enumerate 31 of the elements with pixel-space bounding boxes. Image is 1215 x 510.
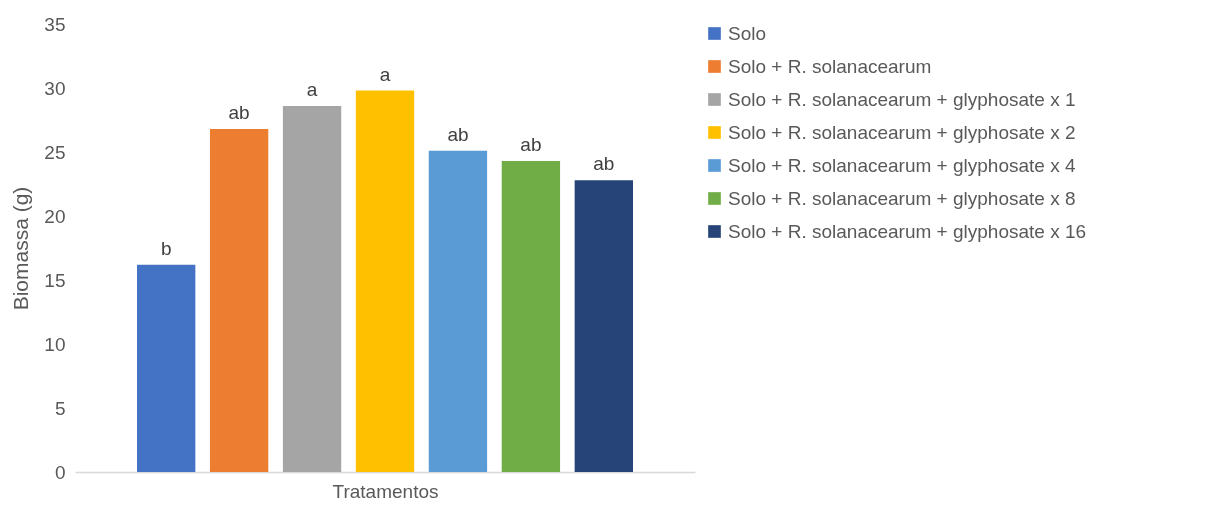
data-label: a bbox=[306, 78, 318, 100]
y-axis-title: Biomassa (g) bbox=[9, 186, 33, 311]
legend-label: Solo + R. solanacearum + glyphosate x 4 bbox=[728, 154, 1076, 176]
y-tick-label: 5 bbox=[54, 397, 66, 419]
data-label: a bbox=[379, 63, 391, 85]
data-label: ab bbox=[593, 153, 615, 175]
bar bbox=[501, 160, 561, 472]
y-tick-label: 25 bbox=[44, 141, 66, 163]
data-label: ab bbox=[520, 133, 542, 155]
y-tick-label: 35 bbox=[44, 13, 66, 35]
legend-label: Solo + R. solanacearum + glyphosate x 1 bbox=[728, 88, 1076, 110]
y-tick-label: 20 bbox=[44, 205, 66, 227]
bar bbox=[428, 150, 488, 472]
y-tick-label: 0 bbox=[54, 461, 66, 483]
legend-label: Solo + R. solanacearum + glyphosate x 2 bbox=[728, 121, 1076, 143]
legend-label: Solo + R. solanacearum + glyphosate x 8 bbox=[728, 187, 1076, 209]
y-tick-label: 10 bbox=[44, 333, 66, 355]
data-label: ab bbox=[447, 123, 469, 145]
bar bbox=[209, 128, 269, 472]
legend-label: Solo bbox=[728, 22, 767, 44]
bar bbox=[574, 180, 633, 472]
y-tick-label: 30 bbox=[44, 77, 66, 99]
data-label: ab bbox=[228, 101, 250, 123]
legend-label: Solo + R. solanacearum + glyphosate x 16 bbox=[728, 220, 1087, 242]
bar bbox=[355, 90, 415, 472]
bar bbox=[137, 264, 196, 472]
y-tick-label: 15 bbox=[44, 269, 66, 291]
x-axis-title: Tratamentos bbox=[332, 480, 439, 502]
data-label: b bbox=[160, 237, 172, 259]
legend-label: Solo + R. solanacearum bbox=[728, 55, 932, 77]
bar bbox=[282, 105, 342, 472]
